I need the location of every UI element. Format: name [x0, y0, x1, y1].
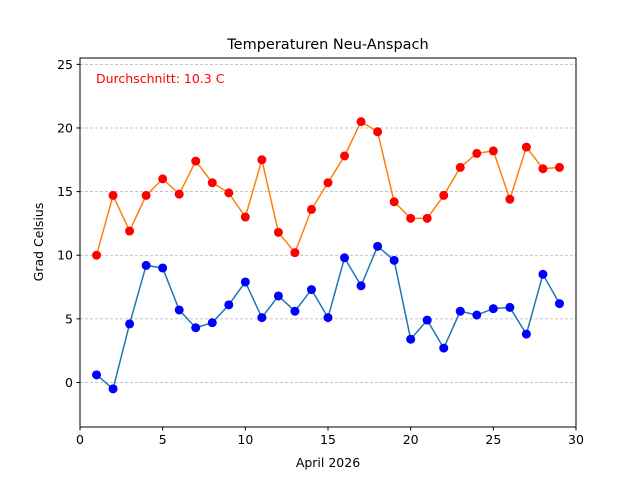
data-point [439, 343, 449, 353]
data-point [406, 334, 416, 344]
data-point [455, 162, 465, 172]
data-point [538, 269, 548, 279]
data-point [455, 306, 465, 316]
data-point [488, 146, 498, 156]
y-tick-label: 10 [57, 248, 73, 263]
data-point [373, 127, 383, 137]
data-point [373, 241, 383, 251]
data-point [406, 213, 416, 223]
data-point [389, 255, 399, 265]
data-point [92, 250, 102, 260]
data-point [125, 319, 135, 329]
plot-frame [79, 57, 577, 428]
data-point [439, 190, 449, 200]
data-point [389, 197, 399, 207]
data-point [240, 212, 250, 222]
data-point [273, 227, 283, 237]
data-point [306, 285, 316, 295]
data-point [290, 248, 300, 258]
y-axis-label: Grad Celsius [31, 203, 46, 282]
data-point [554, 299, 564, 309]
data-point [356, 117, 366, 127]
data-point [488, 304, 498, 314]
data-point [224, 300, 234, 310]
data-point [191, 323, 201, 333]
data-point [257, 313, 267, 323]
y-tick-label: 25 [57, 57, 73, 72]
data-point [505, 302, 515, 312]
series-line-0 [95, 120, 560, 256]
x-axis-label: April 2026 [296, 455, 360, 470]
data-point [340, 151, 350, 161]
x-tick-label: 30 [568, 432, 584, 447]
x-tick-label: 25 [485, 432, 501, 447]
data-point [108, 190, 118, 200]
data-point [521, 329, 531, 339]
data-point [306, 204, 316, 214]
data-point [472, 310, 482, 320]
data-point [141, 260, 151, 270]
y-tick-label: 15 [57, 184, 73, 199]
data-point [108, 384, 118, 394]
data-point [174, 305, 184, 315]
data-point [92, 370, 102, 380]
y-tick-label: 0 [65, 375, 73, 390]
data-point [554, 162, 564, 172]
data-point [257, 155, 267, 165]
data-point [340, 253, 350, 263]
data-point [472, 148, 482, 158]
data-point [521, 142, 531, 152]
data-point [323, 313, 333, 323]
data-point [422, 315, 432, 325]
data-point [158, 263, 168, 273]
data-point [505, 194, 515, 204]
data-point [158, 174, 168, 184]
x-tick-label: 5 [159, 432, 167, 447]
data-point [538, 164, 548, 174]
data-point [356, 281, 366, 291]
data-point [323, 178, 333, 188]
chart-title: Temperaturen Neu-Anspach [226, 37, 428, 53]
data-point [141, 190, 151, 200]
data-point [273, 291, 283, 301]
x-tick-label: 20 [403, 432, 419, 447]
data-point [125, 226, 135, 236]
y-tick-label: 5 [65, 311, 73, 326]
x-tick-label: 0 [76, 432, 84, 447]
data-point [207, 318, 217, 328]
x-tick-label: 10 [237, 432, 253, 447]
x-tick-label: 15 [320, 432, 336, 447]
data-point [191, 156, 201, 166]
data-point [290, 306, 300, 316]
data-point [224, 188, 234, 198]
annotation-average: Durchschnitt: 10.3 C [96, 71, 225, 86]
data-point [422, 213, 432, 223]
data-point [240, 277, 250, 287]
data-point [207, 178, 217, 188]
y-tick-label: 20 [57, 120, 73, 135]
data-point [174, 189, 184, 199]
